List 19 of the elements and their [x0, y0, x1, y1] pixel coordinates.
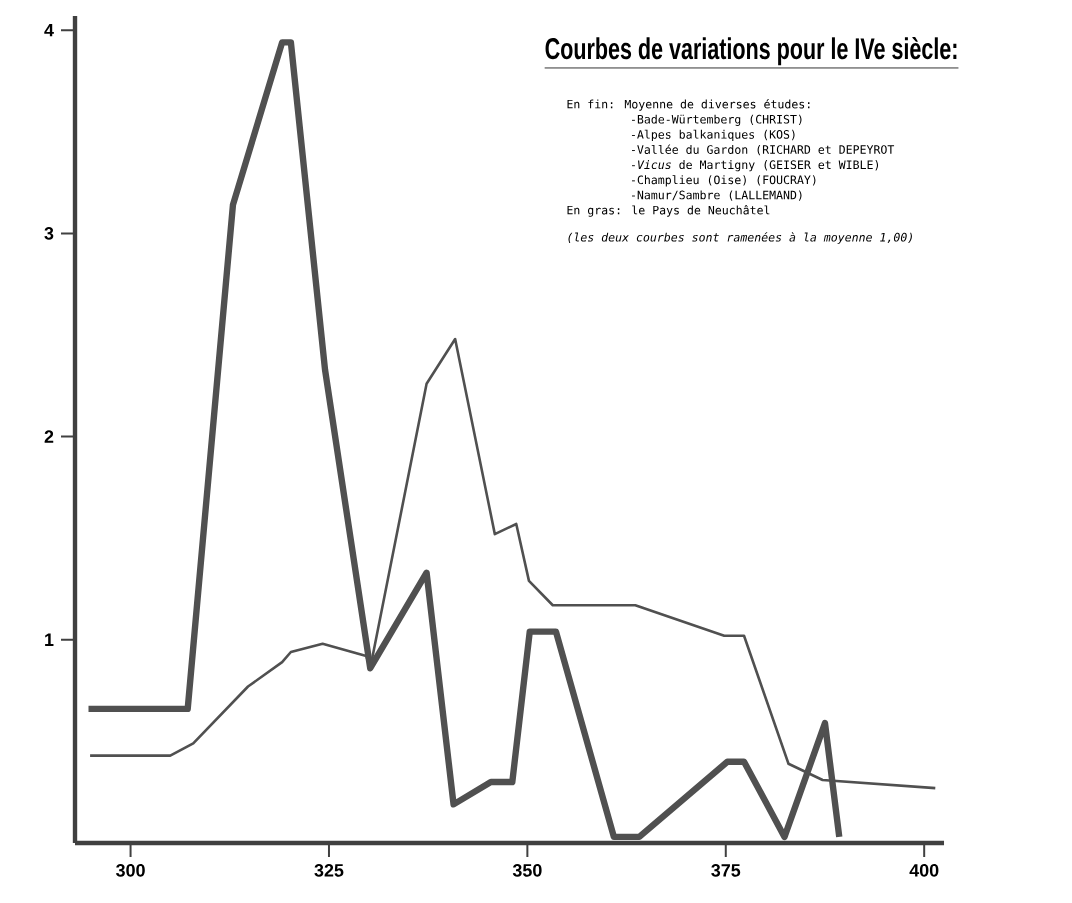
x-tick-label: 325 — [314, 864, 344, 877]
y-tick-label: 1 — [45, 633, 54, 646]
annotation: En fin: Moyenne de diverses études: — [567, 99, 810, 111]
text: Courbes de variations pour le IVe siècle: — [545, 37, 957, 66]
y-tick-label: 2 — [44, 430, 54, 443]
x-tick-label: 400 — [909, 864, 939, 877]
annotation: -Champlieu (Oise) (FOUCRAY) — [631, 175, 816, 187]
x-tick-label: 350 — [512, 864, 542, 877]
annotation: -Vicus de Martigny (GEISER et WIBLE) — [631, 160, 879, 172]
annotation: -Vallée du Gardon (RICHARD et DEPEYROT — [631, 144, 895, 156]
x-tick-label: 375 — [711, 864, 741, 877]
y-tick-label: 4 — [44, 24, 54, 37]
annotation: -Namur/Sambre (LALLEMAND) — [631, 190, 802, 201]
annotation: En gras: le Pays de Neuchâtel — [567, 205, 770, 217]
x-tick-label: 300 — [116, 864, 145, 877]
annotation: -Bade-Würtemberg (CHRIST) — [631, 114, 802, 126]
annotation: (les deux courbes sont ramenées à la moyenne 1,00) — [568, 232, 912, 244]
y-tick-label: 3 — [44, 227, 54, 240]
annotation: -Alpes balkaniques (KOS) — [631, 129, 795, 142]
